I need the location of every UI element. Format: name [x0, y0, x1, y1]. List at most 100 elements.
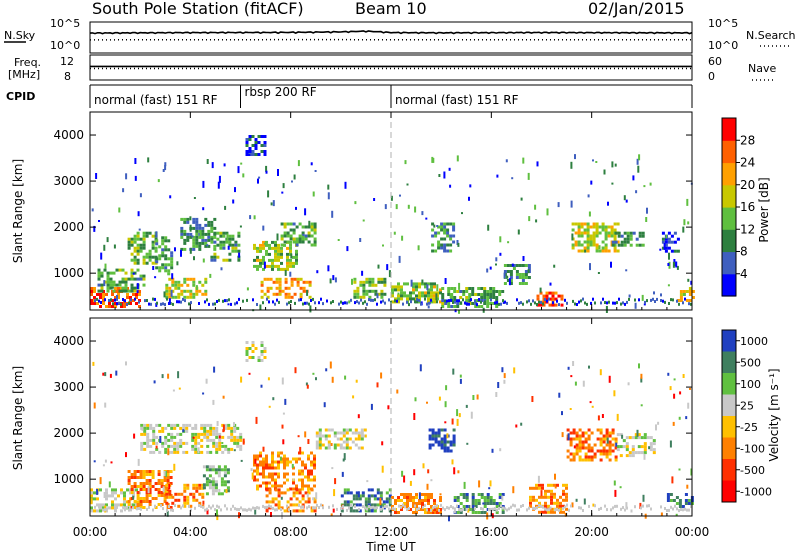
- data-cell: [567, 429, 570, 432]
- data-cell: [546, 508, 548, 511]
- data-cell: [532, 299, 534, 302]
- data-cell: [529, 487, 532, 490]
- data-cell: [630, 235, 633, 238]
- data-cell: [298, 435, 300, 437]
- data-cell: [588, 194, 590, 197]
- data-cell: [380, 301, 382, 304]
- data-cell: [293, 229, 296, 232]
- data-cell: [125, 452, 127, 457]
- data-cell: [581, 223, 584, 226]
- data-cell: [435, 293, 437, 300]
- data-cell: [152, 298, 154, 301]
- data-cell: [209, 479, 211, 482]
- data-cell: [496, 175, 498, 178]
- data-cell: [444, 450, 447, 453]
- data-cell: [492, 449, 494, 453]
- data-cell: [632, 451, 635, 454]
- data-cell: [559, 505, 562, 508]
- data-cell: [584, 302, 586, 305]
- data-cell: [186, 236, 189, 239]
- data-cell: [296, 488, 299, 491]
- data-cell: [686, 299, 689, 302]
- data-cell: [138, 211, 140, 216]
- data-cell: [361, 438, 364, 441]
- data-cell: [584, 232, 587, 235]
- data-cell: [104, 508, 106, 511]
- data-cell: [123, 494, 126, 497]
- data-cell: [313, 455, 316, 458]
- data-cell: [438, 432, 441, 435]
- data-cell: [607, 438, 609, 444]
- data-cell: [686, 199, 688, 206]
- data-cell: [149, 470, 152, 473]
- data-cell: [670, 298, 672, 301]
- data-cell: [397, 496, 400, 499]
- data-cell: [529, 496, 532, 499]
- data-cell: [600, 450, 603, 453]
- data-cell: [233, 442, 236, 445]
- data-cell: [118, 208, 120, 213]
- data-cell: [176, 424, 179, 427]
- x-tick-label: 00:00: [73, 525, 108, 539]
- data-cell: [622, 506, 624, 509]
- data-cell: [313, 192, 315, 197]
- data-cell: [277, 467, 280, 470]
- data-cell: [612, 438, 615, 441]
- data-cell: [337, 438, 340, 441]
- data-cell: [425, 218, 427, 220]
- data-cell: [209, 474, 212, 477]
- data-cell: [641, 404, 643, 406]
- data-cell: [164, 471, 166, 476]
- data-cell: [170, 436, 173, 439]
- data-cell: [292, 482, 295, 485]
- data-cell: [418, 245, 420, 250]
- data-cell: [368, 494, 371, 497]
- data-cell: [274, 473, 277, 476]
- data-cell: [277, 464, 280, 467]
- data-cell: [676, 300, 678, 303]
- data-cell: [123, 491, 126, 494]
- data-cell: [314, 232, 317, 235]
- data-cell: [185, 451, 188, 454]
- data-cell: [553, 265, 555, 268]
- data-cell: [478, 502, 481, 505]
- data-cell: [285, 281, 288, 284]
- data-cell: [608, 232, 611, 235]
- data-cell: [602, 241, 605, 244]
- data-cell: [149, 250, 152, 253]
- data-cell: [123, 305, 126, 308]
- data-cell: [374, 497, 377, 500]
- data-cell: [155, 257, 158, 260]
- data-cell: [234, 247, 237, 250]
- data-cell: [603, 447, 606, 450]
- data-cell: [266, 494, 269, 497]
- data-cell: [319, 435, 322, 438]
- data-cell: [596, 226, 599, 229]
- data-cell: [624, 232, 627, 235]
- data-cell: [641, 451, 644, 454]
- data-cell: [480, 305, 483, 308]
- data-cell: [93, 509, 96, 512]
- data-cell: [143, 284, 146, 287]
- data-cell: [278, 488, 281, 491]
- data-cell: [466, 493, 469, 496]
- data-cell: [128, 241, 131, 244]
- data-cell: [452, 369, 454, 375]
- data-cell: [579, 447, 582, 450]
- data-cell: [282, 290, 285, 293]
- data-cell: [440, 247, 443, 250]
- data-cell: [291, 181, 293, 183]
- data-cell: [415, 493, 418, 496]
- data-cell: [344, 301, 346, 304]
- data-cell: [268, 377, 270, 380]
- data-cell: [179, 439, 182, 442]
- data-cell: [158, 257, 161, 260]
- data-cell: [200, 231, 202, 236]
- data-cell: [431, 235, 434, 238]
- data-cell: [204, 224, 207, 227]
- data-cell: [238, 512, 240, 518]
- data-cell: [541, 487, 544, 490]
- data-cell: [173, 448, 176, 451]
- data-cell: [474, 507, 476, 510]
- data-cell: [207, 221, 210, 224]
